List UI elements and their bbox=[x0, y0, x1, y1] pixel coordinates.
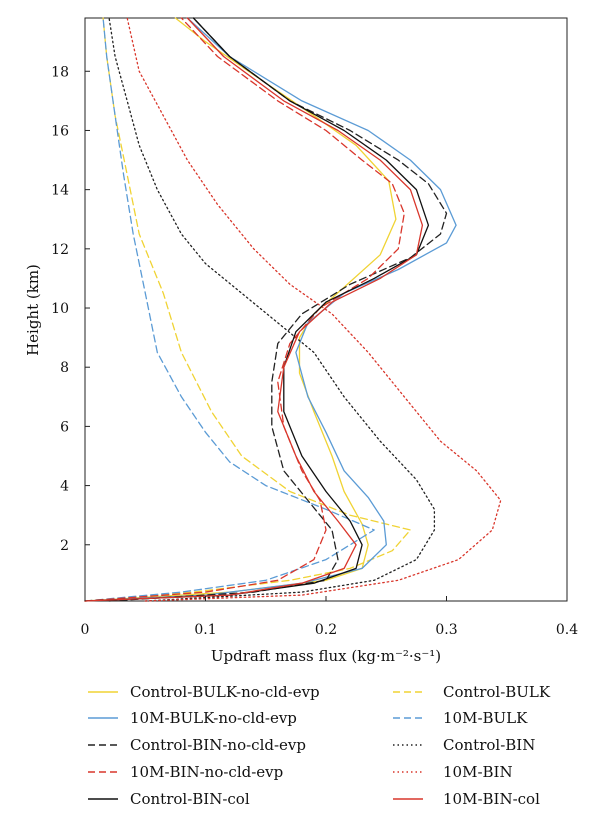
y-tick-label: 6 bbox=[60, 419, 69, 435]
y-tick-label: 14 bbox=[51, 183, 69, 199]
series-line-8 bbox=[84, 17, 430, 602]
legend-label: 10M-BIN bbox=[443, 763, 513, 781]
x-tick-label: 0.2 bbox=[315, 622, 337, 638]
legend-label: 10M-BULK-no-cld-evp bbox=[130, 709, 297, 727]
y-tick-label: 2 bbox=[60, 538, 69, 554]
x-axis-label: Updraft mass flux (kg·m⁻²·s⁻¹) bbox=[211, 647, 441, 665]
legend: Control-BULK-no-cld-evp 10M-BULK-no-cld-e… bbox=[88, 683, 551, 808]
x-tick-label: 0 bbox=[81, 622, 90, 638]
legend-label: Control-BIN bbox=[443, 736, 535, 754]
legend-label: 10M-BULK bbox=[443, 709, 528, 727]
series-line-3 bbox=[84, 17, 375, 602]
series-line-5 bbox=[108, 17, 436, 602]
legend-label: Control-BIN-no-cld-evp bbox=[130, 736, 306, 754]
x-tick-label: 0.1 bbox=[194, 622, 216, 638]
series-layer bbox=[84, 17, 502, 602]
x-tick-label: 0.3 bbox=[435, 622, 457, 638]
legend-label: 10M-BIN-col bbox=[443, 790, 540, 808]
legend-label: Control-BULK bbox=[443, 683, 551, 701]
series-line-9 bbox=[84, 17, 424, 602]
legend-label: 10M-BIN-no-cld-evp bbox=[130, 763, 283, 781]
series-line-0 bbox=[84, 17, 397, 602]
y-tick-label: 12 bbox=[51, 242, 69, 258]
y-axis-label: Height (km) bbox=[24, 264, 42, 356]
y-tick-label: 4 bbox=[60, 479, 69, 495]
y-axis-ticks: 2 4 6 8 10 12 14 16 18 bbox=[51, 64, 90, 554]
y-tick-label: 10 bbox=[51, 301, 69, 317]
series-line-7 bbox=[126, 17, 502, 602]
legend-label: Control-BULK-no-cld-evp bbox=[130, 683, 320, 701]
y-tick-label: 16 bbox=[51, 123, 69, 139]
series-line-2 bbox=[84, 17, 457, 602]
y-tick-label: 8 bbox=[60, 360, 69, 376]
series-line-1 bbox=[84, 17, 412, 602]
series-line-6 bbox=[84, 17, 405, 602]
y-tick-label: 18 bbox=[51, 64, 69, 80]
series-line-4 bbox=[108, 17, 448, 602]
legend-label: Control-BIN-col bbox=[130, 790, 250, 808]
x-axis-ticks: 0 0.1 0.2 0.3 0.4 bbox=[81, 596, 578, 638]
x-tick-label: 0.4 bbox=[556, 622, 578, 638]
